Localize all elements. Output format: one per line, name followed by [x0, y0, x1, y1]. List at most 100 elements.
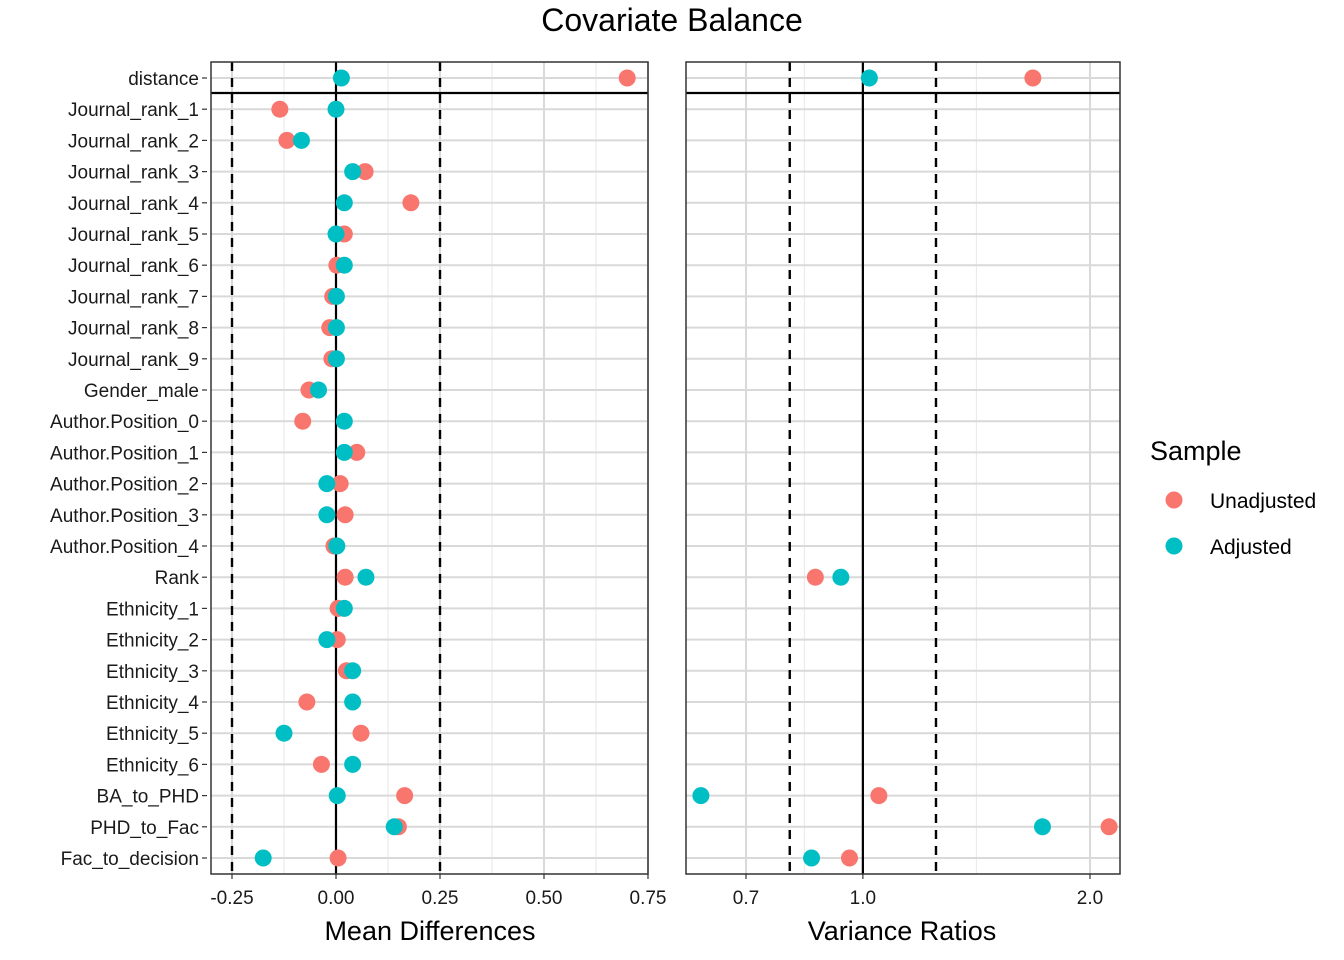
variable-label: PHD_to_Fac — [90, 818, 199, 839]
variable-label: Ethnicity_1 — [106, 599, 199, 620]
point-adjusted — [335, 194, 353, 212]
point-adjusted — [328, 537, 346, 555]
variable-label: Gender_male — [84, 381, 199, 402]
point-adjusted — [275, 724, 293, 742]
variable-label: Ethnicity_5 — [106, 724, 199, 745]
point-adjusted — [692, 787, 710, 805]
point-adjusted — [327, 225, 345, 243]
point-unadjusted — [348, 443, 366, 461]
x-tick-label: 0.7 — [733, 888, 759, 909]
point-unadjusted — [1024, 69, 1042, 87]
x-tick-label: 0.50 — [526, 888, 563, 909]
variable-label: Author.Position_4 — [50, 537, 199, 558]
point-unadjusted — [870, 787, 888, 805]
point-adjusted — [357, 568, 375, 586]
point-unadjusted — [806, 568, 824, 586]
point-adjusted — [344, 163, 362, 181]
legend-label-unadjusted: Unadjusted — [1210, 490, 1316, 513]
panel-border — [210, 61, 649, 875]
x-axis-title-mean-differences: Mean Differences — [324, 916, 535, 946]
point-adjusted — [310, 381, 328, 399]
x-tick-label: 0.25 — [422, 888, 459, 909]
x-tick-label: 2.0 — [1077, 888, 1103, 909]
point-unadjusted — [352, 724, 370, 742]
x-tick-label: 1.0 — [850, 888, 876, 909]
point-adjusted — [1033, 818, 1051, 836]
variable-label: Journal_rank_9 — [68, 350, 199, 371]
point-adjusted — [292, 131, 310, 149]
point-adjusted — [318, 506, 336, 524]
mean-differences-panel — [210, 61, 649, 875]
point-adjusted — [335, 256, 353, 274]
legend-dot-adjusted — [1165, 537, 1183, 555]
point-adjusted — [344, 755, 362, 773]
variable-label: Author.Position_2 — [50, 475, 199, 496]
point-adjusted — [328, 787, 346, 805]
variable-label: Journal_rank_1 — [68, 100, 199, 121]
variable-label: Author.Position_1 — [50, 443, 199, 464]
point-unadjusted — [271, 100, 289, 118]
legend: Sample Unadjusted Adjusted — [1150, 436, 1316, 559]
legend-label-adjusted: Adjusted — [1210, 536, 1292, 559]
variable-label: Ethnicity_3 — [106, 662, 199, 683]
point-adjusted — [335, 443, 353, 461]
x-tick-labels: -0.25 0.00 0.25 0.50 0.75 0.7 1.0 2.0 — [210, 874, 1103, 909]
point-unadjusted — [1100, 818, 1118, 836]
x-tick-label: 0.75 — [630, 888, 667, 909]
point-adjusted — [254, 849, 272, 867]
variable-label: Journal_rank_6 — [68, 256, 199, 277]
variance-ratios-panel — [685, 61, 1121, 875]
legend-title: Sample — [1150, 436, 1242, 466]
point-unadjusted — [840, 849, 858, 867]
point-adjusted — [318, 631, 336, 649]
point-adjusted — [832, 568, 850, 586]
variable-label: Ethnicity_4 — [106, 693, 199, 714]
point-adjusted — [327, 100, 345, 118]
variable-label: distance — [128, 69, 199, 90]
point-adjusted — [335, 599, 353, 617]
x-axis-title-variance-ratios: Variance Ratios — [808, 916, 997, 946]
variable-label: Author.Position_3 — [50, 506, 199, 527]
point-adjusted — [803, 849, 821, 867]
point-unadjusted — [356, 163, 374, 181]
point-unadjusted — [618, 69, 636, 87]
variable-label: Journal_rank_5 — [68, 225, 199, 246]
variable-label: Author.Position_0 — [50, 412, 199, 433]
x-tick-label: -0.25 — [210, 888, 253, 909]
point-adjusted — [344, 693, 362, 711]
variable-label: Ethnicity_2 — [106, 631, 199, 652]
point-unadjusted — [336, 506, 354, 524]
point-adjusted — [332, 69, 350, 87]
point-unadjusted — [329, 849, 347, 867]
point-adjusted — [318, 475, 336, 493]
panel-border — [685, 61, 1121, 875]
legend-dot-unadjusted — [1165, 491, 1183, 509]
point-unadjusted — [396, 787, 414, 805]
point-adjusted — [860, 69, 878, 87]
point-adjusted — [385, 818, 403, 836]
point-unadjusted — [294, 412, 312, 430]
variable-label: Journal_rank_3 — [68, 163, 199, 184]
point-adjusted — [327, 287, 345, 305]
point-adjusted — [335, 412, 353, 430]
variable-labels: distance Journal_rank_1 Journal_rank_2 Jour… — [50, 69, 207, 870]
point-unadjusted — [336, 568, 354, 586]
point-unadjusted — [402, 194, 420, 212]
variable-label: BA_to_PHD — [97, 787, 199, 808]
point-adjusted — [327, 319, 345, 337]
variable-label: Journal_rank_4 — [68, 194, 199, 215]
point-adjusted — [327, 350, 345, 368]
variable-label: Fac_to_decision — [61, 849, 199, 870]
variable-label: Journal_rank_2 — [68, 131, 199, 152]
point-unadjusted — [278, 131, 296, 149]
point-unadjusted — [298, 693, 316, 711]
variable-label: Ethnicity_6 — [106, 755, 199, 776]
chart-title: Covariate Balance — [541, 2, 803, 38]
variable-label: Journal_rank_7 — [68, 287, 199, 308]
point-unadjusted — [312, 755, 330, 773]
variable-label: Rank — [155, 568, 200, 589]
point-unadjusted — [331, 475, 349, 493]
point-adjusted — [344, 662, 362, 680]
variable-label: Journal_rank_8 — [68, 319, 199, 340]
